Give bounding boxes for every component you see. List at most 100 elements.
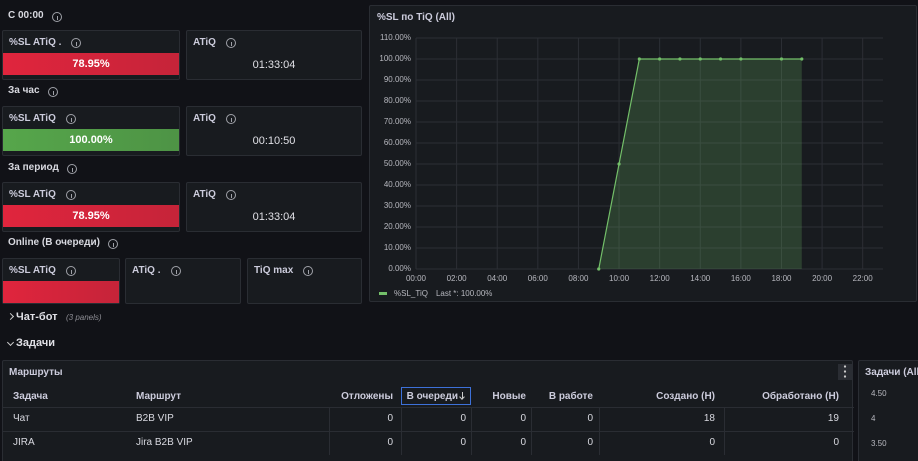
x-tick-label: 08:00 bbox=[568, 274, 589, 283]
cell-border bbox=[329, 431, 330, 455]
info-icon[interactable] bbox=[171, 266, 181, 276]
x-tick-label: 10:00 bbox=[609, 274, 630, 283]
table-cell: 0 bbox=[587, 413, 593, 424]
info-icon[interactable] bbox=[66, 190, 76, 200]
cell-border bbox=[401, 431, 402, 455]
data-point bbox=[658, 57, 662, 61]
table-cell: 18 bbox=[703, 413, 715, 424]
column-header[interactable]: В работе bbox=[548, 391, 593, 402]
y-tick-label: 10.00% bbox=[384, 243, 411, 252]
x-tick-label: 22:00 bbox=[853, 274, 874, 283]
area-fill bbox=[598, 59, 802, 269]
stat-panel: ATiQ 01:33:04 bbox=[186, 182, 362, 232]
info-icon[interactable] bbox=[226, 190, 236, 200]
x-tick-label: 04:00 bbox=[487, 274, 508, 283]
table-cell: 0 bbox=[709, 437, 715, 448]
info-icon[interactable] bbox=[71, 38, 81, 48]
legend-stat: Last *: 100.00% bbox=[436, 289, 492, 298]
stat-title: ATiQ . bbox=[132, 265, 161, 276]
legend-swatch bbox=[379, 292, 387, 295]
data-point bbox=[739, 57, 743, 61]
table-cell: Jira B2B VIP bbox=[136, 437, 193, 448]
table-cell: 0 bbox=[833, 437, 839, 448]
sort-arrow bbox=[462, 392, 463, 399]
section-title: За час bbox=[8, 85, 40, 96]
row-chevron[interactable] bbox=[6, 312, 15, 321]
row-title[interactable]: Задачи bbox=[16, 337, 55, 349]
stat-value: 78.95% bbox=[72, 58, 110, 70]
table-cell: 0 bbox=[587, 437, 593, 448]
cell-border bbox=[471, 407, 472, 431]
column-header[interactable]: Задача bbox=[13, 391, 48, 402]
y-tick-label: 70.00% bbox=[384, 117, 411, 126]
table-cell: B2B VIP bbox=[136, 413, 174, 424]
data-point bbox=[698, 57, 702, 61]
y-tick-label: 60.00% bbox=[384, 138, 411, 147]
table-cell: 0 bbox=[387, 413, 393, 424]
column-header[interactable]: Маршрут bbox=[136, 391, 182, 402]
x-tick-label: 12:00 bbox=[650, 274, 671, 283]
stat-panel: ATiQ . bbox=[125, 258, 241, 304]
stat-title: %SL ATiQ bbox=[9, 113, 56, 124]
column-header[interactable]: Отложены bbox=[341, 391, 393, 402]
info-icon[interactable] bbox=[66, 266, 76, 276]
stat-value: 01:33:04 bbox=[252, 59, 296, 71]
x-tick-label: 00:00 bbox=[406, 274, 427, 283]
row-divider bbox=[3, 407, 854, 408]
row-chevron[interactable] bbox=[6, 338, 15, 347]
cell-border bbox=[599, 431, 600, 455]
data-point bbox=[800, 57, 804, 61]
cell-border bbox=[599, 407, 600, 431]
info-icon[interactable] bbox=[52, 12, 62, 22]
section-title: За период bbox=[8, 162, 59, 173]
table-panel: Маршруты Задача Маршрут Отложены В очереди Н… bbox=[2, 360, 854, 461]
stat-value: 100.00% bbox=[69, 134, 113, 146]
stat-title: ATiQ bbox=[193, 37, 216, 48]
info-icon[interactable] bbox=[108, 239, 118, 249]
data-point bbox=[779, 57, 784, 61]
stat-panel: ATiQ 01:33:04 bbox=[186, 30, 362, 80]
x-tick-label: 14:00 bbox=[690, 274, 711, 283]
info-icon[interactable] bbox=[226, 38, 236, 48]
y-tick-label: 4 bbox=[871, 414, 876, 423]
y-tick-label: 110.00% bbox=[380, 33, 411, 42]
row-title[interactable]: Чат-бот bbox=[16, 311, 58, 323]
stat-panel: %SL ATiQ 78.95% bbox=[2, 182, 180, 232]
y-tick-label: 0.00% bbox=[388, 264, 411, 273]
info-icon[interactable] bbox=[48, 87, 58, 97]
data-point bbox=[678, 57, 682, 61]
column-header[interactable]: В очереди bbox=[406, 391, 458, 402]
column-header[interactable]: Создано (H) bbox=[656, 391, 715, 402]
y-tick-label: 90.00% bbox=[384, 75, 411, 84]
table-cell: 0 bbox=[520, 437, 526, 448]
cell-border bbox=[531, 431, 532, 455]
legend-name: %SL_TiQ bbox=[394, 289, 428, 298]
stat-value: 01:33:04 bbox=[252, 211, 296, 223]
info-icon[interactable] bbox=[303, 266, 313, 276]
cell-border bbox=[724, 407, 725, 431]
stat-panel: %SL ATiQ bbox=[2, 258, 120, 304]
stat-bar: 100.00% bbox=[3, 129, 179, 151]
info-icon[interactable] bbox=[226, 114, 236, 124]
panel-menu[interactable] bbox=[838, 364, 852, 380]
y-tick-label: 80.00% bbox=[384, 96, 411, 105]
column-header[interactable]: Обработано (H) bbox=[762, 391, 839, 402]
y-tick-label: 20.00% bbox=[384, 222, 411, 231]
x-tick-label: 02:00 bbox=[447, 274, 468, 283]
y-tick-label: 50.00% bbox=[384, 159, 411, 168]
info-icon[interactable] bbox=[66, 114, 76, 124]
stat-title: ATiQ bbox=[193, 113, 216, 124]
cell-border bbox=[329, 407, 330, 431]
stat-panel: %SL ATiQ . 78.95% bbox=[2, 30, 180, 80]
info-icon[interactable] bbox=[67, 164, 77, 174]
cell-border bbox=[724, 431, 725, 455]
column-header[interactable]: Новые bbox=[492, 391, 526, 402]
side-panel: Задачи (All) 4.50 4 3.50 bbox=[858, 360, 918, 461]
series-line bbox=[598, 58, 802, 270]
x-tick-label: 18:00 bbox=[771, 274, 792, 283]
row-divider bbox=[3, 431, 854, 432]
table-cell: 0 bbox=[460, 413, 466, 424]
stat-panel: %SL ATiQ 100.00% bbox=[2, 106, 180, 156]
stat-title: %SL ATiQ bbox=[9, 189, 56, 200]
row-note: (3 panels) bbox=[66, 313, 102, 322]
